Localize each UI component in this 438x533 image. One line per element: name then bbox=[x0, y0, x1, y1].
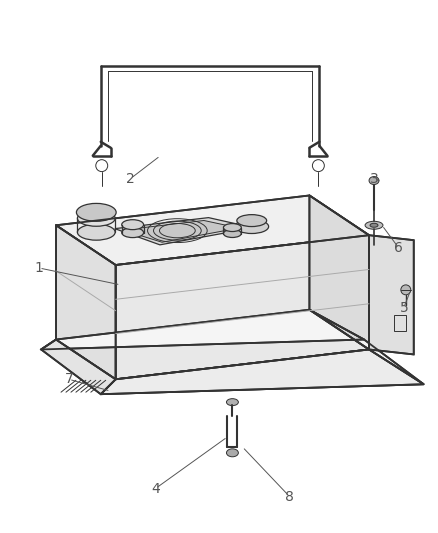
Text: 2: 2 bbox=[126, 172, 135, 185]
Circle shape bbox=[401, 285, 411, 295]
Ellipse shape bbox=[122, 228, 144, 238]
Ellipse shape bbox=[235, 220, 268, 233]
Ellipse shape bbox=[223, 223, 241, 231]
Text: 7: 7 bbox=[64, 372, 73, 386]
Ellipse shape bbox=[237, 215, 267, 227]
Bar bbox=[394, 314, 406, 330]
Ellipse shape bbox=[370, 223, 378, 227]
Ellipse shape bbox=[78, 224, 115, 240]
Polygon shape bbox=[369, 235, 414, 354]
Polygon shape bbox=[56, 225, 116, 379]
Polygon shape bbox=[116, 235, 369, 379]
Text: 4: 4 bbox=[151, 482, 160, 496]
Ellipse shape bbox=[226, 399, 238, 406]
Polygon shape bbox=[101, 350, 424, 394]
Text: 8: 8 bbox=[285, 489, 294, 504]
Polygon shape bbox=[56, 196, 369, 265]
Polygon shape bbox=[41, 310, 424, 394]
Ellipse shape bbox=[223, 230, 241, 238]
Ellipse shape bbox=[365, 221, 383, 229]
Ellipse shape bbox=[122, 220, 144, 230]
Ellipse shape bbox=[369, 176, 379, 184]
Polygon shape bbox=[309, 196, 369, 350]
Polygon shape bbox=[123, 221, 239, 243]
Text: 1: 1 bbox=[35, 261, 44, 275]
Text: 3: 3 bbox=[370, 172, 378, 185]
Polygon shape bbox=[115, 217, 254, 245]
Text: 6: 6 bbox=[394, 241, 403, 255]
Ellipse shape bbox=[78, 211, 115, 226]
Ellipse shape bbox=[226, 449, 238, 457]
Text: 5: 5 bbox=[399, 301, 408, 315]
Ellipse shape bbox=[76, 204, 116, 221]
Polygon shape bbox=[41, 340, 116, 394]
